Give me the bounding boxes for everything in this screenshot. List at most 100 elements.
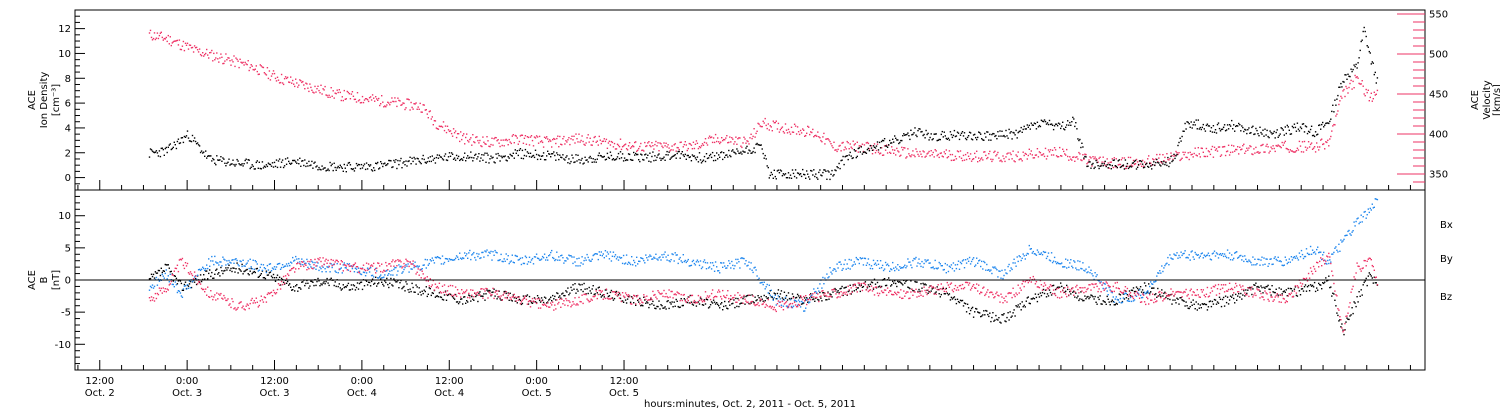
bx-point <box>838 291 840 294</box>
by-point <box>631 256 633 258</box>
bx-point <box>915 281 917 283</box>
velocity-point <box>263 72 266 74</box>
velocity-point <box>1362 85 1364 87</box>
velocity-point <box>188 44 191 46</box>
density-point <box>403 161 405 163</box>
by-point <box>1056 261 1059 264</box>
velocity-point <box>889 151 891 154</box>
by-point <box>427 264 429 266</box>
velocity-point <box>1008 158 1010 161</box>
density-point <box>699 159 702 161</box>
velocity-point <box>891 146 893 148</box>
velocity-point <box>1030 150 1032 152</box>
bx-point <box>175 277 178 280</box>
bx-point <box>860 284 862 286</box>
by-point <box>871 268 874 270</box>
velocity-point <box>1157 161 1159 163</box>
bx-point <box>217 273 219 275</box>
velocity-point <box>1187 152 1189 154</box>
bx-point <box>222 272 224 275</box>
velocity-point <box>425 109 427 111</box>
velocity-point <box>597 144 599 146</box>
velocity-point <box>658 150 660 152</box>
by-point <box>407 263 409 265</box>
velocity-point <box>717 137 719 139</box>
by-point <box>927 259 929 261</box>
velocity-point <box>1143 161 1146 163</box>
by-point <box>821 287 823 289</box>
density-point <box>365 162 368 164</box>
by-point <box>1002 277 1004 280</box>
velocity-point <box>1352 80 1354 83</box>
density-point <box>1357 62 1359 64</box>
by-point <box>1012 262 1014 264</box>
velocity-point <box>596 140 598 142</box>
by-point <box>325 271 327 273</box>
bx-point <box>1322 282 1324 284</box>
bx-point <box>260 273 262 275</box>
velocity-point <box>393 100 395 103</box>
bx-point <box>799 296 802 298</box>
density-point <box>596 158 598 160</box>
velocity-point <box>322 88 324 90</box>
velocity-point <box>868 148 871 150</box>
by-point <box>493 254 495 256</box>
bx-point <box>428 287 430 289</box>
density-point <box>1300 127 1303 130</box>
bx-point <box>998 317 1000 319</box>
by-point <box>1092 275 1094 277</box>
by-point <box>990 269 992 271</box>
density-point <box>894 135 896 137</box>
velocity-point <box>1259 151 1261 154</box>
density-point <box>868 150 871 152</box>
by-point <box>1266 258 1268 260</box>
by-point <box>1089 272 1091 274</box>
density-point <box>1245 129 1247 131</box>
by-point <box>220 261 222 263</box>
by-point <box>1182 253 1184 255</box>
bx-point <box>1362 284 1364 286</box>
density-point <box>593 161 595 163</box>
bx-point <box>1360 289 1362 291</box>
bx-point <box>169 271 171 273</box>
bx-point <box>770 296 772 298</box>
bx-point <box>578 283 580 285</box>
by-point <box>1062 266 1064 268</box>
velocity-point <box>456 133 459 135</box>
by-point <box>231 259 233 261</box>
density-point <box>877 149 880 151</box>
density-point <box>1104 160 1106 163</box>
by-point <box>471 254 473 256</box>
density-point <box>1265 134 1267 136</box>
by-point <box>657 259 659 261</box>
velocity-point <box>1099 156 1101 158</box>
by-point <box>754 266 756 268</box>
by-point <box>503 258 505 260</box>
density-point <box>252 165 254 168</box>
by-point <box>609 251 612 253</box>
density-point <box>994 135 996 138</box>
velocity-point <box>1213 146 1216 148</box>
density-tick-label: 0 <box>65 173 71 184</box>
by-point <box>548 255 550 257</box>
velocity-point <box>866 141 869 144</box>
bx-point <box>1091 294 1093 297</box>
by-point <box>616 256 619 258</box>
by-point <box>551 249 553 252</box>
velocity-point <box>718 141 720 143</box>
velocity-point <box>744 138 746 140</box>
density-point <box>700 162 703 164</box>
by-point <box>207 267 209 270</box>
density-point <box>606 152 609 155</box>
velocity-point <box>1035 154 1038 156</box>
by-point <box>389 270 391 272</box>
velocity-point <box>1156 153 1158 156</box>
velocity-point <box>678 148 680 151</box>
by-point <box>643 259 645 262</box>
density-point <box>952 134 955 137</box>
by-point <box>463 257 465 260</box>
by-point <box>408 271 410 273</box>
bx-point <box>1133 290 1136 293</box>
density-point <box>1053 125 1056 127</box>
bx-point <box>668 307 670 310</box>
